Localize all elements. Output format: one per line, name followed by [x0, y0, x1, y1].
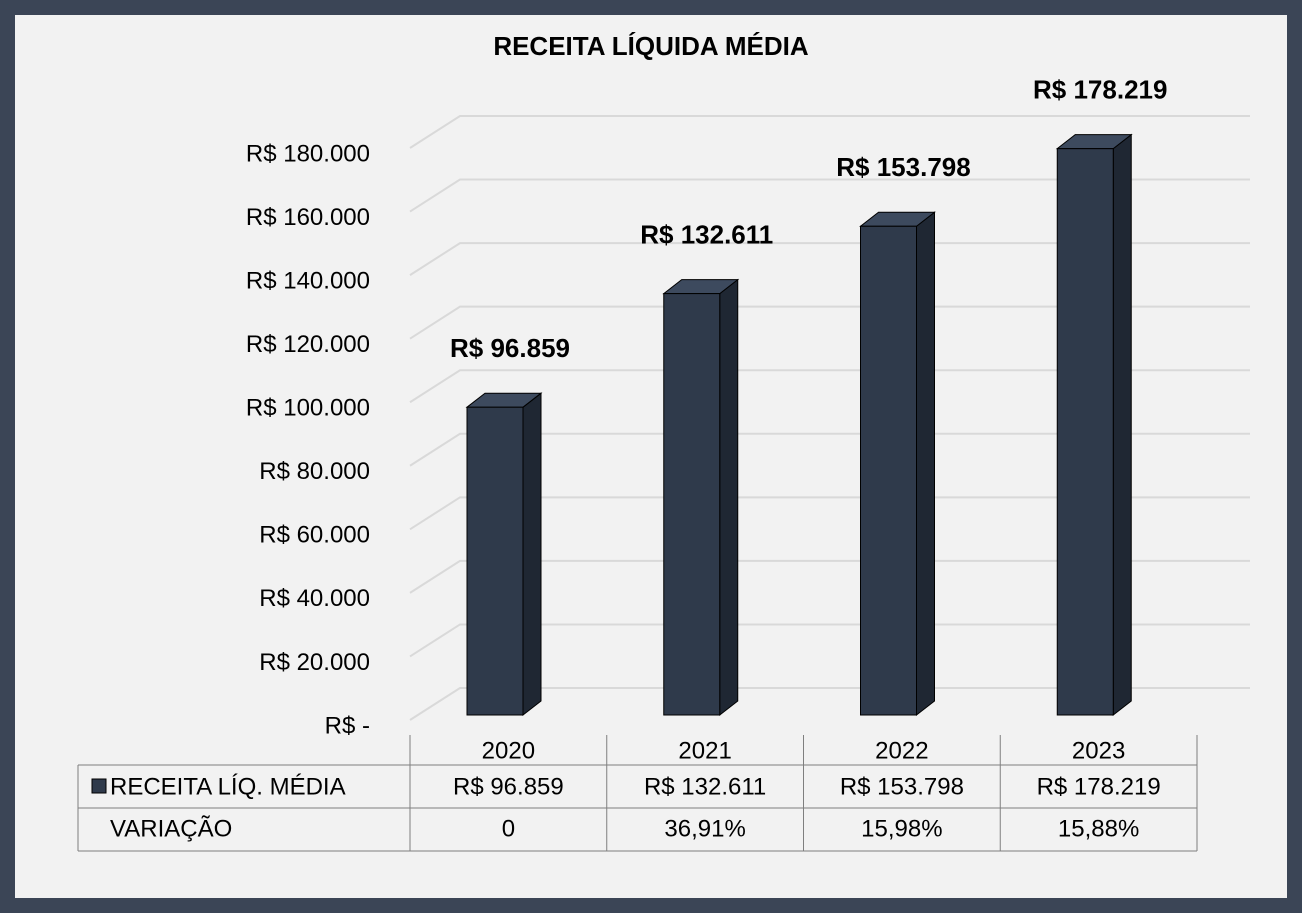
y-tick-label: R$ 140.000: [246, 267, 370, 294]
table-variation: 15,88%: [1058, 815, 1139, 842]
y-tick-label: R$ 120.000: [246, 331, 370, 358]
bar-side: [1112, 133, 1132, 717]
x-tick-label: 2023: [1072, 737, 1125, 764]
value-label: R$ 132.611: [640, 219, 773, 249]
bar-side: [916, 211, 935, 717]
table-value: R$ 153.798: [840, 773, 964, 800]
y-tick-label: R$ 60.000: [259, 522, 370, 549]
x-tick-label: 2021: [678, 737, 731, 764]
table-value: R$ 96.859: [453, 773, 564, 800]
table-variation: 36,91%: [664, 815, 745, 842]
bar: [1056, 148, 1114, 716]
table-value: R$ 132.611: [644, 773, 766, 800]
legend-key: [91, 778, 107, 794]
grid-line: [409, 432, 1250, 467]
bar: [663, 293, 721, 716]
y-tick-label: R$ 20.000: [259, 649, 370, 676]
legend-label: RECEITA LÍQ. MÉDIA: [110, 773, 346, 800]
bar-side: [719, 278, 739, 717]
grid-line: [409, 496, 1250, 531]
y-tick-label: R$ 100.000: [246, 395, 370, 422]
grid-line: [409, 687, 1250, 721]
grid-line: [409, 623, 1250, 658]
bar: [466, 406, 524, 716]
grid-line: [409, 369, 1250, 404]
grid-line: [409, 305, 1250, 340]
x-tick-label: 2022: [875, 737, 928, 764]
bar: [860, 225, 917, 716]
table-variation: 15,98%: [861, 815, 942, 842]
y-tick-label: R$ 180.000: [246, 140, 370, 167]
chart-title: RECEITA LÍQUIDA MÉDIA: [493, 31, 809, 61]
grid-line: [409, 242, 1250, 276]
y-tick-label: R$ -: [325, 712, 370, 739]
table-variation: 0: [502, 815, 515, 842]
value-label: R$ 153.798: [836, 152, 970, 182]
grid-line: [409, 559, 1250, 594]
table-value: R$ 178.219: [1037, 773, 1161, 800]
x-tick-label: 2020: [482, 737, 535, 764]
grid-line: [409, 115, 1250, 149]
y-tick-label: R$ 40.000: [259, 585, 370, 612]
value-label: R$ 178.219: [1033, 75, 1167, 105]
y-tick-label: R$ 80.000: [259, 458, 370, 485]
value-label: R$ 96.859: [450, 333, 570, 363]
y-tick-label: R$ 160.000: [246, 204, 370, 231]
grid-line: [409, 178, 1250, 213]
bar-side: [522, 392, 542, 717]
table-row-label: VARIAÇÃO: [110, 815, 232, 842]
